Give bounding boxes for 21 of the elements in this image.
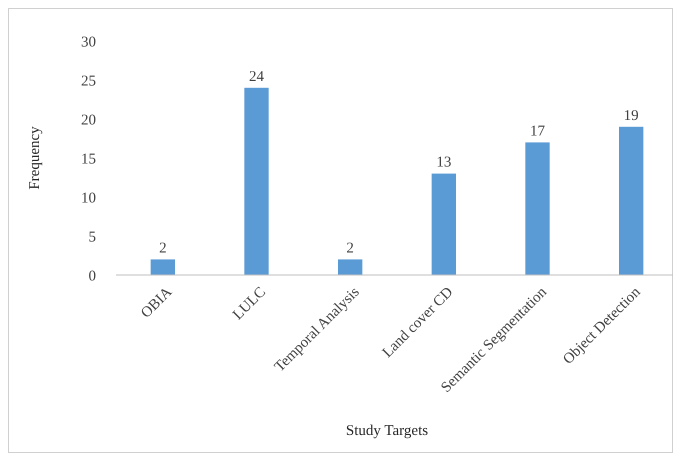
bar bbox=[150, 259, 176, 275]
y-tick-label: 0 bbox=[88, 268, 96, 284]
bar bbox=[525, 142, 550, 275]
y-tick-label: 30 bbox=[81, 34, 96, 50]
data-label: 2 bbox=[346, 240, 354, 256]
y-tick-label: 20 bbox=[81, 112, 96, 128]
data-label: 24 bbox=[249, 68, 264, 85]
bar bbox=[338, 259, 362, 275]
y-axis-title: Frequency bbox=[27, 126, 43, 190]
bar bbox=[244, 88, 269, 275]
data-label: 17 bbox=[530, 123, 546, 140]
data-label: 13 bbox=[436, 154, 452, 171]
y-tick-label: 5 bbox=[88, 229, 96, 246]
y-tick-label: 10 bbox=[81, 190, 96, 206]
data-label: 2 bbox=[159, 240, 167, 256]
bar bbox=[432, 174, 456, 275]
bar bbox=[618, 126, 644, 275]
data-label: 19 bbox=[624, 108, 639, 124]
y-tick-label: 15 bbox=[81, 151, 96, 168]
y-tick-label: 25 bbox=[81, 73, 96, 90]
x-axis-title: Study Targets bbox=[346, 423, 428, 439]
